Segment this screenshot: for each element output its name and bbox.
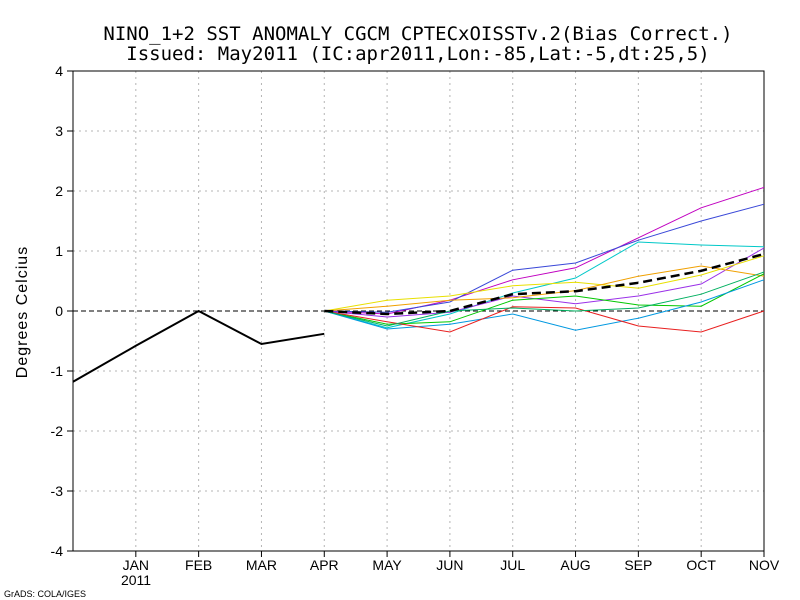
y-tick-label: -4	[51, 543, 64, 559]
y-tick-label: -2	[51, 423, 64, 439]
series-line-member-4	[324, 247, 765, 318]
x-tick-label: OCT	[686, 557, 716, 573]
axes	[67, 70, 765, 557]
ensemble-mean-line	[324, 252, 765, 316]
x-tick-label: FEB	[185, 557, 212, 573]
year-label: 2011	[121, 572, 151, 588]
grid	[73, 71, 764, 551]
chart-subtitle: Issued: May2011 (IC:apr2011,Lon:-85,Lat:…	[126, 43, 709, 65]
y-tick-label: -3	[51, 483, 64, 499]
x-tick-label: AUG	[560, 557, 590, 573]
x-tick-label: JAN	[123, 557, 149, 573]
credit-label: GrADS: COLA/IGES	[4, 589, 86, 599]
series-line-member-2	[324, 203, 765, 313]
x-tick-label: NOV	[749, 557, 780, 573]
x-tick-label: JUL	[500, 557, 525, 573]
series-line-member-1	[324, 186, 765, 315]
y-tick-label: 3	[55, 123, 63, 139]
x-tick-label: JUN	[436, 557, 463, 573]
chart-title: NINO_1+2 SST ANOMALY CGCM CPTECxOISSTv.2…	[103, 23, 732, 45]
y-tick-label: 4	[55, 63, 63, 79]
series-layer	[72, 186, 765, 383]
series-line-member-5	[324, 255, 765, 312]
y-tick-label: -1	[51, 363, 64, 379]
x-tick-label: MAY	[372, 557, 402, 573]
series-line-member-3	[324, 241, 765, 329]
y-tick-label: 2	[55, 183, 63, 199]
x-tick-label: APR	[310, 557, 339, 573]
series-line-member-8	[324, 279, 765, 331]
y-tick-label: 1	[55, 243, 63, 259]
y-axis-label: Degrees Celcius	[14, 246, 31, 378]
series-line-member-6	[324, 265, 765, 312]
observed-line	[72, 309, 325, 383]
x-tick-label: SEP	[624, 557, 652, 573]
tick-labels: -4 -3 -2 -1 0 1 2 3 4 JAN FEB MAR APR MAY JUN JUL AUG SEP…	[51, 63, 780, 573]
series-line-member-10	[324, 271, 765, 327]
y-tick-label: 0	[55, 303, 63, 319]
x-tick-label: MAR	[246, 557, 277, 573]
